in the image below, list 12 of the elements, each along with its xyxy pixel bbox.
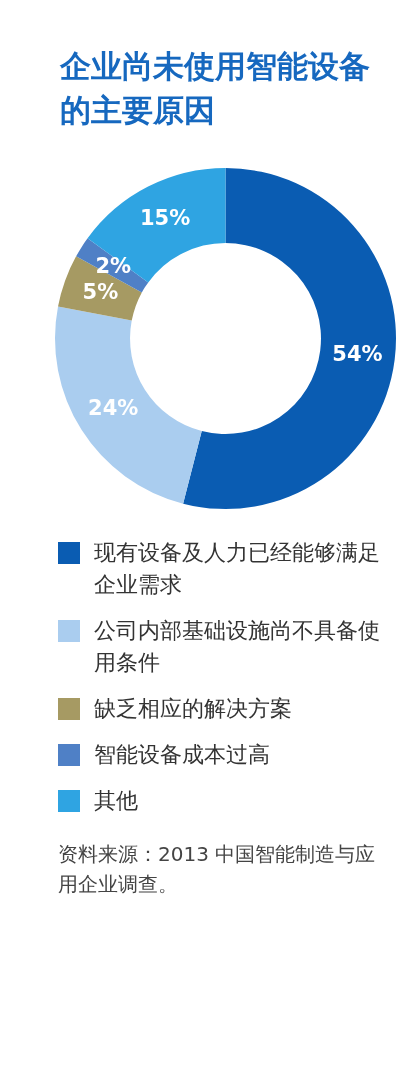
data-label: 2% <box>95 253 132 278</box>
data-label: 5% <box>82 279 119 304</box>
data-label: 24% <box>88 396 139 421</box>
data-label: 54% <box>332 341 383 366</box>
legend-label: 其他 <box>94 787 138 815</box>
chart-title: 企业尚未使用智能设备的主要原因 <box>60 47 371 130</box>
legend-label: 公司内部基础设施尚不具备使用条件 <box>94 617 381 677</box>
legend-label: 智能设备成本过高 <box>94 741 270 769</box>
legend-label: 缺乏相应的解决方案 <box>94 695 292 723</box>
data-label: 15% <box>139 206 191 231</box>
legend-label: 现有设备及人力已经能够满足企业需求 <box>94 539 381 599</box>
text: 资料来源：2013 中国智能制造与应用企业调查。 <box>58 841 377 898</box>
